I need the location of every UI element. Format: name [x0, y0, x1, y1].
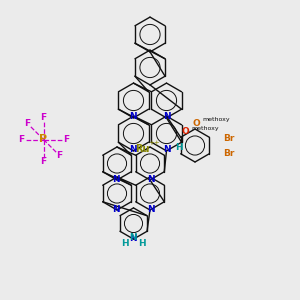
Text: F: F: [40, 112, 46, 122]
Text: F: F: [57, 151, 63, 160]
Text: N: N: [129, 234, 137, 243]
Text: O: O: [182, 127, 189, 136]
Text: Ru: Ru: [135, 143, 150, 154]
Text: F: F: [63, 135, 69, 144]
Text: N: N: [129, 233, 137, 242]
Text: F: F: [40, 158, 46, 166]
Text: F: F: [24, 119, 30, 128]
Text: N: N: [129, 112, 137, 121]
Text: N: N: [112, 175, 120, 184]
Text: O: O: [193, 118, 200, 127]
Text: N: N: [163, 145, 171, 154]
Text: N: N: [129, 145, 137, 154]
Text: methoxy: methoxy: [191, 126, 219, 131]
Text: Br: Br: [224, 134, 235, 143]
Text: N: N: [147, 205, 154, 214]
Text: N: N: [112, 205, 120, 214]
Text: H: H: [175, 143, 182, 152]
Text: P: P: [39, 134, 48, 145]
Text: F: F: [18, 135, 24, 144]
Text: Br: Br: [224, 148, 235, 158]
Text: ++: ++: [148, 140, 160, 146]
Text: H: H: [138, 239, 146, 248]
Text: H: H: [121, 239, 128, 248]
Text: methoxy: methoxy: [202, 118, 230, 122]
Text: N: N: [163, 112, 171, 121]
Text: N: N: [147, 175, 154, 184]
